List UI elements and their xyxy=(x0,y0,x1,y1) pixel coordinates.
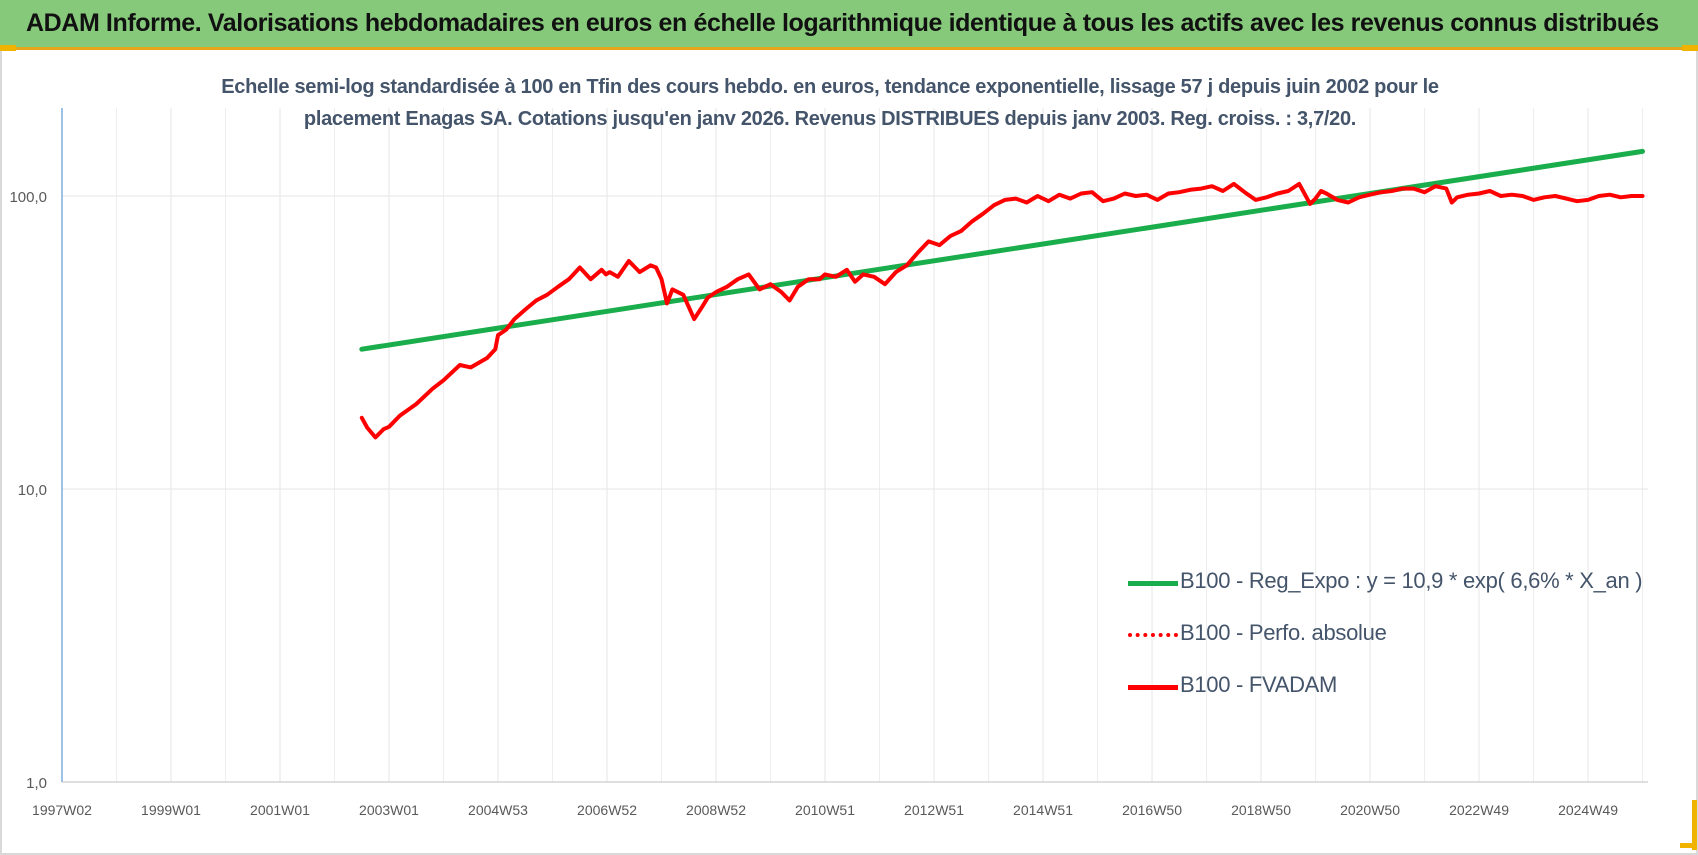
x-tick-label: 1997W02 xyxy=(32,802,92,818)
x-tick-label: 1999W01 xyxy=(141,802,201,818)
x-tick-label: 2001W01 xyxy=(250,802,310,818)
y-tick-label: 10,0 xyxy=(18,482,47,499)
banner-title: ADAM Informe. Valorisations hebdomadaire… xyxy=(26,9,1659,37)
y-tick-label: 100,0 xyxy=(9,189,47,206)
x-tick-label: 2016W50 xyxy=(1122,802,1182,818)
x-tick-label: 2012W51 xyxy=(904,802,964,818)
x-tick-label: 2003W01 xyxy=(359,802,419,818)
corner-marker-bottom-right-foot xyxy=(1680,843,1697,848)
x-tick-label: 2006W52 xyxy=(577,802,637,818)
x-tick-label: 2018W50 xyxy=(1231,802,1291,818)
x-tick-label: 2022W49 xyxy=(1449,802,1509,818)
x-tick-label: 2024W49 xyxy=(1558,802,1618,818)
x-tick-label: 2008W52 xyxy=(686,802,746,818)
legend-swatch-fvadam xyxy=(1128,685,1178,690)
x-tick-label: 2020W50 xyxy=(1340,802,1400,818)
legend-label-regression: B100 - Reg_Expo : y = 10,9 * exp( 6,6% *… xyxy=(1180,568,1643,593)
x-tick-label: 2010W51 xyxy=(795,802,855,818)
corner-marker-top-right xyxy=(1682,45,1698,51)
series-line-regression xyxy=(359,148,1645,352)
legend-label-performance: B100 - Perfo. absolue xyxy=(1180,620,1387,645)
title-banner: ADAM Informe. Valorisations hebdomadaire… xyxy=(0,0,1698,50)
chart-frame xyxy=(0,50,1698,855)
y-tick-label: 1,0 xyxy=(26,775,47,792)
corner-marker-top-left xyxy=(0,45,16,51)
x-tick-label: 2014W51 xyxy=(1013,802,1073,818)
chart-title-line-2: placement Enagas SA. Cotations jusqu'en … xyxy=(303,108,1357,130)
x-tick-label: 2004W53 xyxy=(468,802,528,818)
corner-marker-bottom-right xyxy=(1692,800,1697,850)
legend-swatch-regression xyxy=(1128,581,1178,586)
legend-label-fvadam: B100 - FVADAM xyxy=(1180,672,1338,697)
chart-title-line-1: Echelle semi-log standardisée à 100 en T… xyxy=(221,76,1439,98)
series-line-fvadam xyxy=(359,181,1645,440)
legend-swatch-performance xyxy=(1128,633,1178,637)
